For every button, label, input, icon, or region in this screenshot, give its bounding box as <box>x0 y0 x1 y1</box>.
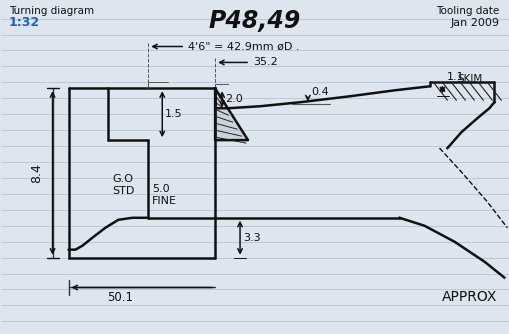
Text: P48,49: P48,49 <box>208 9 301 33</box>
Text: 0.4: 0.4 <box>310 87 328 97</box>
Text: 5.0
FINE: 5.0 FINE <box>152 184 177 206</box>
Text: Jan 2009: Jan 2009 <box>449 18 498 28</box>
Text: SKIM: SKIM <box>457 74 482 85</box>
Text: 3.3: 3.3 <box>243 233 260 243</box>
Text: Tooling date: Tooling date <box>435 6 498 16</box>
Text: 35.2: 35.2 <box>252 57 277 67</box>
Text: 1.5: 1.5 <box>165 109 183 119</box>
Text: 2.0: 2.0 <box>224 94 242 104</box>
Text: 50.1: 50.1 <box>107 291 133 304</box>
Text: 1:32: 1:32 <box>9 16 40 29</box>
Text: G.O
STD: G.O STD <box>112 174 134 196</box>
Text: APPROX: APPROX <box>441 291 496 305</box>
Text: Turning diagram: Turning diagram <box>9 6 94 16</box>
Text: 1.1: 1.1 <box>445 72 463 82</box>
Text: 8.4: 8.4 <box>30 163 43 183</box>
Polygon shape <box>215 88 247 140</box>
Text: 4'6" = 42.9mm øD .: 4'6" = 42.9mm øD . <box>188 41 299 51</box>
